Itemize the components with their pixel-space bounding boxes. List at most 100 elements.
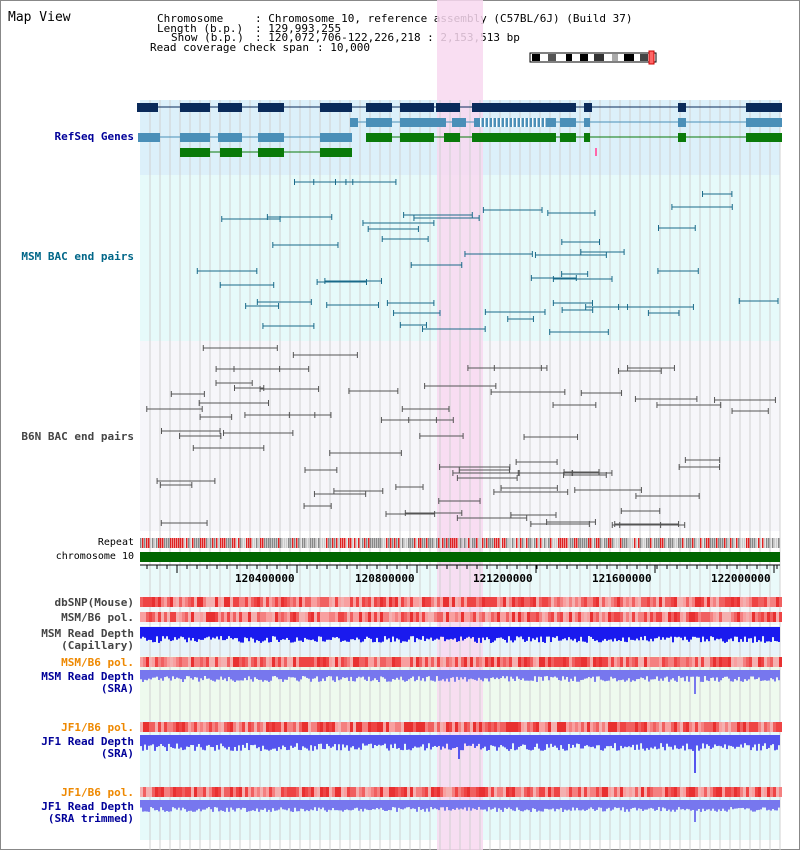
msm-pol-2-heat-cell xyxy=(422,657,425,667)
jf1-trim-depth-bar xyxy=(654,800,656,811)
jf1-pol-heat-cell xyxy=(749,722,752,732)
repeat-mark xyxy=(716,538,718,548)
chromosome-ideogram[interactable] xyxy=(529,50,657,65)
msm-bac-features[interactable] xyxy=(196,179,779,335)
track-label-jf1-b6-pol[interactable]: JF1/B6 pol. xyxy=(61,721,134,734)
msm-pol-2-heat-cell xyxy=(230,657,233,667)
jf1-pol-2-heat-cell xyxy=(182,787,185,797)
msm-cap-depth-bar xyxy=(630,627,632,640)
jf1-pol-2-heat-cell xyxy=(374,787,377,797)
jf1-pol-heat-cell xyxy=(320,722,323,732)
msm-cap-depth-bar xyxy=(700,627,702,643)
repeat-mark xyxy=(500,538,502,548)
track-label-jf1-read-depth-trimmed[interactable]: JF1 Read Depth (SRA trimmed) xyxy=(41,801,134,825)
jf1-trim-depth-bar xyxy=(594,800,596,811)
msm-sra-depth-bar xyxy=(468,670,470,680)
jf1-sra-depth-bar xyxy=(408,735,410,750)
jf1-sra-depth-bar xyxy=(146,735,148,750)
jf1-trim-depth-bar xyxy=(196,800,198,811)
msm-sra-depth-bar xyxy=(586,670,588,679)
track-label-b6n-bac[interactable]: B6N BAC end pairs xyxy=(21,430,134,443)
jf1-trim-depth-bar xyxy=(586,800,588,811)
jf1-sra-depth-bar xyxy=(542,735,544,751)
jf1-pol-heat-cell xyxy=(506,722,509,732)
jf1-pol-heat-cell xyxy=(638,722,641,732)
msm-cap-depth-bar xyxy=(356,627,358,638)
msm-sra-depth-bar xyxy=(144,670,146,680)
repeat-track[interactable] xyxy=(140,538,780,548)
msm-sra-depth-bar xyxy=(658,670,660,681)
dbsnp-heat-cell xyxy=(203,597,206,607)
b6n-bac-features[interactable] xyxy=(146,345,776,528)
msm-cap-depth-bar xyxy=(302,627,304,642)
jf1-sra-depth-bar xyxy=(618,735,620,751)
msm-sra-depth-bar xyxy=(726,670,728,677)
track-label-repeat[interactable]: Repeat xyxy=(97,537,134,548)
axis-tick-label: 122000000 xyxy=(711,572,771,585)
repeat-mark xyxy=(498,538,500,548)
heat-tracks[interactable] xyxy=(140,597,782,797)
track-label-jf1-b6-pol-2[interactable]: JF1/B6 pol. xyxy=(61,786,134,799)
repeat-mark xyxy=(446,538,448,548)
depth-tracks[interactable] xyxy=(140,627,780,822)
jf1-pol-heat-cell xyxy=(203,722,206,732)
jf1-trim-depth-bar xyxy=(242,800,244,808)
jf1-trim-depth-bar xyxy=(704,800,706,812)
jf1-trim-depth-bar xyxy=(278,800,280,810)
msm-pol-2-heat-cell xyxy=(329,657,332,667)
msm-sra-depth-bar xyxy=(332,670,334,681)
repeat-mark xyxy=(742,538,744,548)
refseq-gene-features[interactable] xyxy=(137,103,782,157)
jf1-trim-depth-bar xyxy=(248,800,250,812)
jf1-trim-depth-bar xyxy=(752,800,754,812)
repeat-mark xyxy=(522,538,524,548)
jf1-sra-depth-bar xyxy=(706,735,708,745)
dbsnp-heat-cell xyxy=(170,597,173,607)
dbsnp-heat-cell xyxy=(578,597,581,607)
track-label-jf1-read-depth-sra[interactable]: JF1 Read Depth (SRA) xyxy=(41,736,134,760)
track-label-msm-b6-pol-2[interactable]: MSM/B6 pol. xyxy=(61,656,134,669)
msm-sra-depth-bar xyxy=(644,670,646,680)
jf1-sra-depth-bar xyxy=(642,735,644,749)
jf1-pol-heat-cell xyxy=(383,722,386,732)
msm-pol-heat-cell xyxy=(563,612,566,622)
jf1-pol-2-heat-cell xyxy=(149,787,152,797)
jf1-pol-2-heat-cell xyxy=(581,787,584,797)
track-label-msm-b6-pol[interactable]: MSM/B6 pol. xyxy=(61,611,134,624)
msm-pol-heat-cell xyxy=(776,612,779,622)
jf1-trim-depth-bar xyxy=(190,800,192,811)
jf1-sra-depth-bar xyxy=(630,735,632,748)
jf1-pol-heat-cell xyxy=(488,722,491,732)
dbsnp-heat-cell xyxy=(752,597,755,607)
msm-pol-2-heat-cell xyxy=(485,657,488,667)
track-label-dbsnp[interactable]: dbSNP(Mouse) xyxy=(54,596,134,609)
dbsnp-heat-cell xyxy=(581,597,584,607)
repeat-mark xyxy=(246,538,248,548)
jf1-sra-depth-bar xyxy=(506,735,508,750)
repeat-mark xyxy=(394,538,396,548)
msm-pol-2-heat-cell xyxy=(479,657,482,667)
jf1-pol-heat-cell xyxy=(281,722,284,732)
jf1-trim-depth-bar xyxy=(398,800,400,808)
jf1-trim-depth-bar xyxy=(720,800,722,811)
msm-cap-depth-bar xyxy=(752,627,754,643)
msm-cap-depth-bar xyxy=(722,627,724,642)
jf1-sra-depth-bar xyxy=(162,735,164,746)
jf1-pol-heat-cell xyxy=(590,722,593,732)
msm-pol-2-heat-cell xyxy=(491,657,494,667)
msm-sra-depth-bar xyxy=(328,670,330,677)
jf1-pol-2-heat-cell xyxy=(692,787,695,797)
msm-pol-2-heat-cell xyxy=(218,657,221,667)
jf1-pol-heat-cell xyxy=(362,722,365,732)
dbsnp-heat-cell xyxy=(389,597,392,607)
track-label-msm-read-depth-capillary[interactable]: MSM Read Depth (Capillary) xyxy=(41,628,134,652)
jf1-trim-depth-bar xyxy=(444,800,446,811)
jf1-pol-heat-cell xyxy=(263,722,266,732)
track-label-msm-read-depth-sra[interactable]: MSM Read Depth (SRA) xyxy=(41,671,134,695)
msm-cap-depth-bar xyxy=(388,627,390,639)
track-label-msm-bac[interactable]: MSM BAC end pairs xyxy=(21,250,134,263)
msm-sra-depth-bar xyxy=(498,670,500,680)
jf1-pol-2-heat-cell xyxy=(155,787,158,797)
track-label-refseq[interactable]: RefSeq Genes xyxy=(54,130,134,143)
